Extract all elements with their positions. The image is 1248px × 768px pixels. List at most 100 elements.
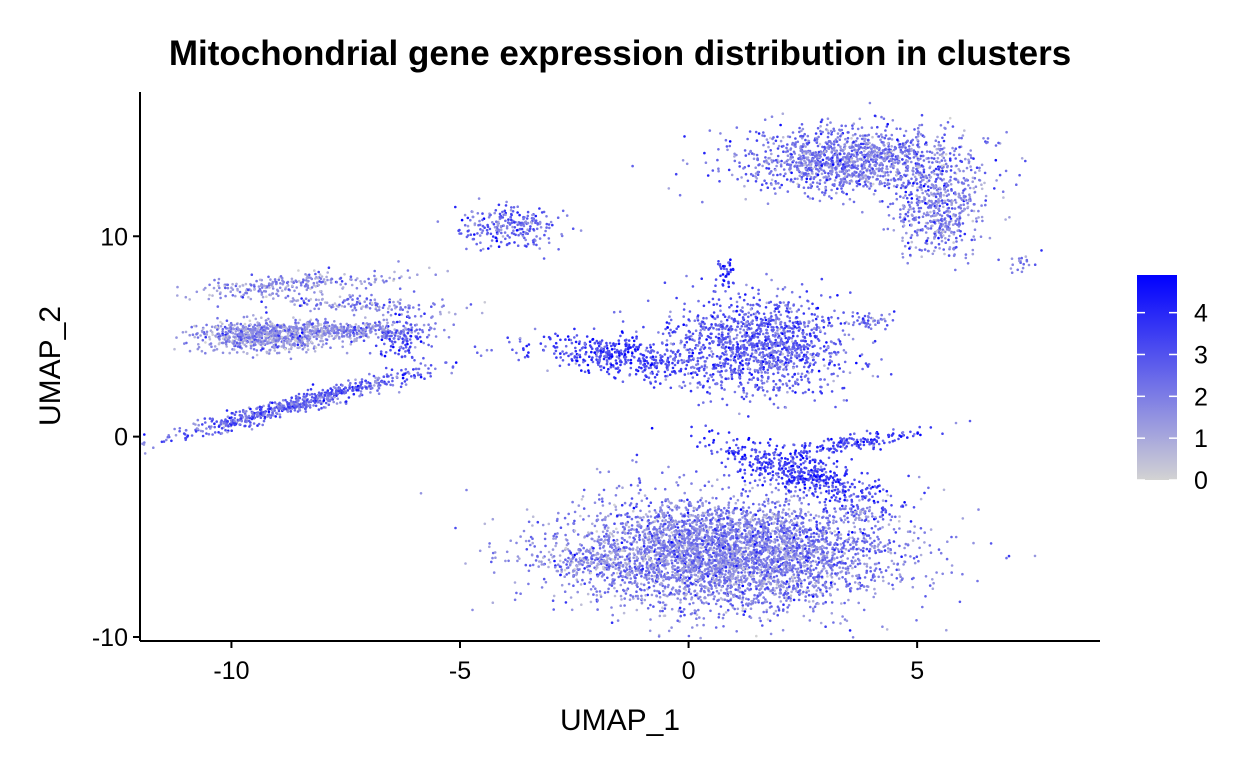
data-point [849,564,852,568]
data-point [823,567,826,570]
data-point [762,610,765,614]
data-point [711,558,714,562]
data-point [850,559,853,563]
data-point [744,522,748,526]
data-point [814,547,818,550]
data-point [876,432,880,436]
data-point [659,543,663,547]
data-point [771,579,775,583]
data-point [665,572,668,575]
data-point [758,541,761,544]
data-point [796,494,800,498]
data-point [573,510,577,514]
data-point [709,522,712,525]
data-point [750,473,753,477]
data-point [670,531,674,534]
data-point [714,563,718,567]
data-point [768,619,772,623]
data-point [750,526,753,530]
data-point [820,575,824,579]
data-point [465,488,468,492]
data-point [752,580,755,583]
data-point [838,497,842,501]
data-point [757,517,760,521]
data-point [785,560,788,563]
data-point [892,540,896,543]
data-point [781,482,785,485]
data-point [972,541,975,545]
data-point [619,572,622,575]
data-point [636,594,639,598]
data-point [533,545,536,548]
data-point [851,574,854,578]
data-point [827,485,830,489]
data-point [839,533,843,536]
data-point [719,509,723,512]
data-point [836,533,839,536]
data-point [737,524,741,528]
data-point [599,512,602,515]
data-point [818,449,822,452]
data-point [515,541,518,545]
data-point [881,625,884,628]
chart-title: Mitochondrial gene expression distributi… [169,34,1071,73]
data-point [779,568,782,571]
data-point [877,478,881,482]
data-point [801,549,804,553]
data-point [658,528,661,532]
data-point [665,533,668,536]
data-point [694,329,698,333]
data-point [671,555,675,558]
data-point [823,539,826,543]
data-point [725,559,729,562]
data-point [620,536,624,540]
data-point [814,317,818,321]
data-point [657,635,661,638]
data-point [968,419,972,423]
data-point [673,568,677,572]
data-point [754,555,758,558]
data-point [850,444,854,447]
data-point [695,623,699,627]
data-point [567,512,570,516]
data-point [733,457,737,461]
data-point [805,563,808,567]
data-point [830,560,833,564]
data-point [700,496,703,500]
data-point [810,532,813,536]
data-point [961,517,965,520]
data-point [884,569,888,572]
data-point [786,536,789,540]
data-point [828,587,831,590]
data-point [706,567,710,570]
data-point [603,591,607,594]
data-point [786,610,789,614]
data-point [844,504,848,508]
data-point [681,561,684,565]
data-point [751,558,755,561]
data-point [890,573,894,576]
data-point [699,636,702,640]
data-point [698,525,701,528]
data-point [825,590,828,593]
data-point [719,605,723,608]
data-point [730,535,734,538]
data-point [690,434,693,438]
data-point [772,612,776,615]
data-point [739,561,743,565]
data-point [702,589,706,593]
data-point [804,599,807,602]
data-point [612,565,615,569]
data-point [858,559,861,562]
data-point [764,565,767,569]
data-point [706,534,710,538]
data-point [676,619,679,622]
data-point [729,497,732,500]
data-point [831,546,835,550]
data-point [768,558,772,562]
data-point [785,474,788,477]
data-point [802,532,806,535]
data-point [757,556,761,559]
data-point [688,504,691,508]
data-point [730,450,733,453]
